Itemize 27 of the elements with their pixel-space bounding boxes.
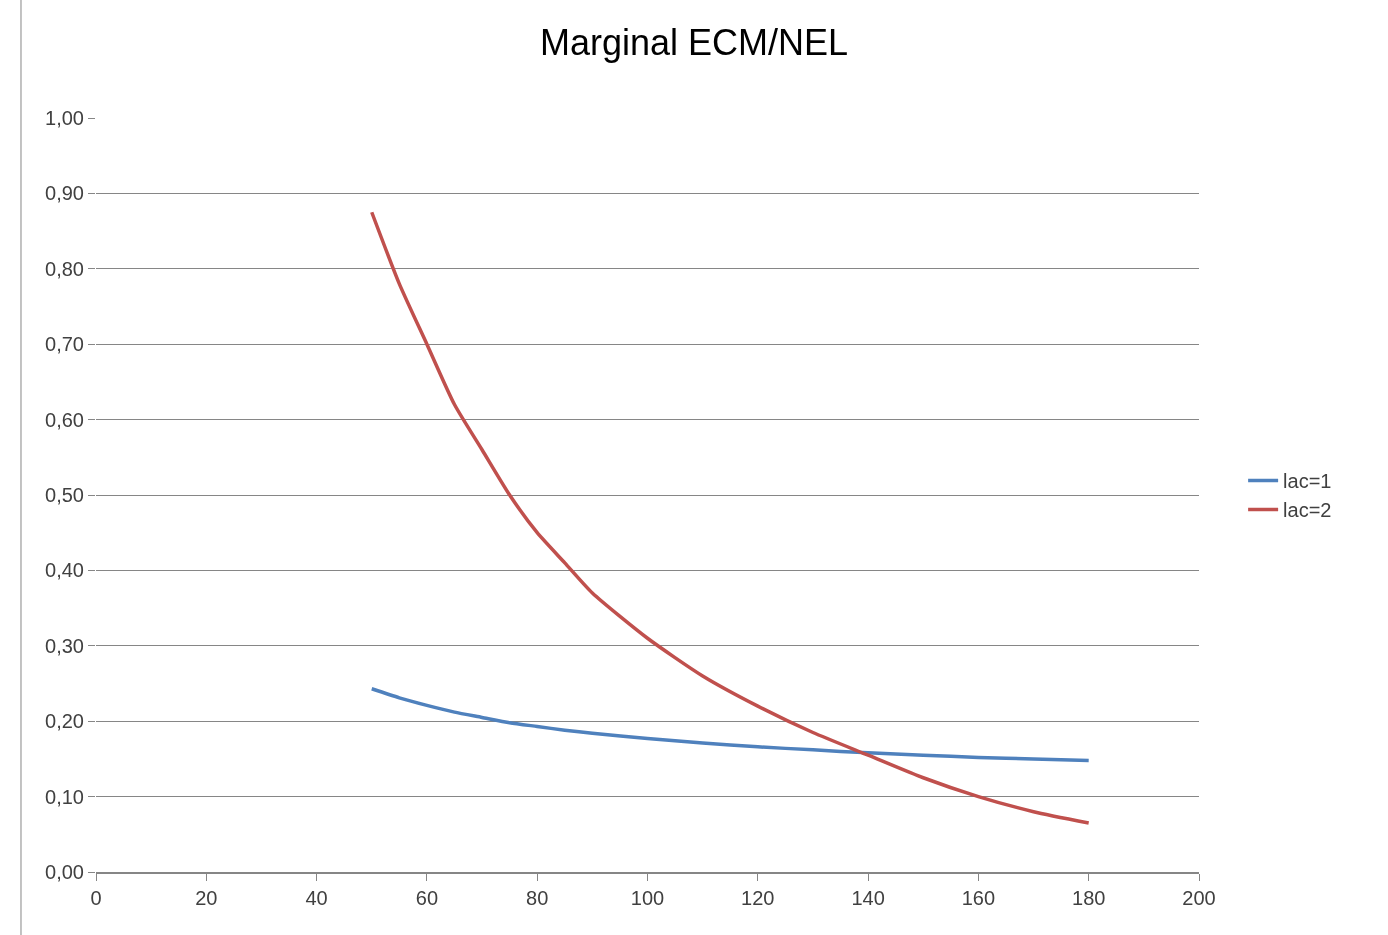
x-tick-label: 20	[195, 886, 218, 909]
x-tick-label: 200	[1182, 886, 1216, 909]
x-tick-label: 80	[526, 886, 549, 909]
x-tick-label: 60	[415, 886, 439, 909]
y-tick-label: 0,00	[45, 861, 84, 883]
x-tick-label: 160	[961, 886, 996, 909]
x-tick-label: 180	[1072, 886, 1106, 909]
line-series	[370, 210, 1091, 825]
y-tick-label: 1,00	[45, 107, 84, 129]
y-tick-label: 0,20	[45, 710, 84, 733]
line-series	[370, 687, 1091, 763]
legend-label: lac=1	[1283, 470, 1332, 493]
y-tick-label: 0,60	[45, 408, 84, 431]
x-tick-label: 40	[305, 886, 328, 909]
legend-label: lac=2	[1283, 499, 1332, 522]
x-tick-label: 140	[851, 886, 885, 909]
x-tick-label: 100	[630, 886, 665, 909]
y-tick-label: 0,90	[45, 182, 84, 205]
x-tick-label: 0	[90, 886, 102, 909]
y-tick-label: 0,80	[45, 257, 84, 280]
y-tick-label: 0,40	[45, 559, 84, 582]
x-tick-label: 120	[741, 886, 775, 909]
y-tick-label: 0,30	[45, 634, 84, 657]
y-tick-label: 0,10	[45, 785, 84, 808]
y-tick-label: 0,70	[45, 333, 84, 356]
y-tick-label: 0,50	[45, 484, 84, 506]
chart-title: Marginal ECM/NEL	[539, 21, 849, 63]
